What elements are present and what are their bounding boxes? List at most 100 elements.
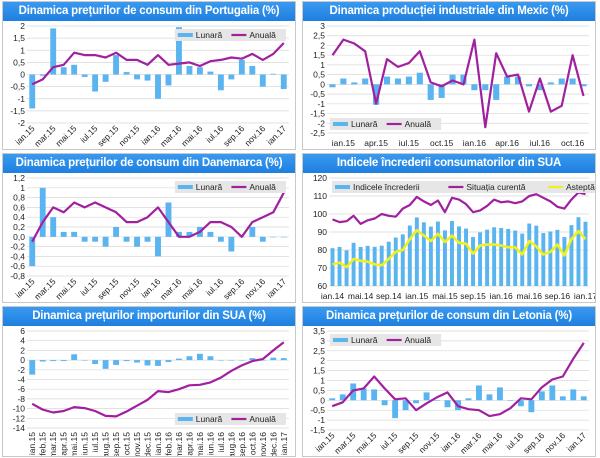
bar [372,246,377,286]
bar [238,360,245,361]
y-tick-label: -2,5 [310,128,325,138]
bar [134,236,140,247]
bar [457,226,461,286]
bar [362,78,369,85]
legend-background [332,181,595,193]
y-tick-label: 1,5 [313,366,325,376]
x-tick-label: iun.16 [205,432,215,455]
bar [249,66,256,75]
bar [549,385,556,401]
y-tick-label: -0,6 [10,261,25,271]
y-tick-label: 90 [318,227,328,237]
bar [482,84,489,91]
x-tick-label: ian.14 [321,291,344,301]
x-tick-label: iul.15 [90,432,100,453]
bar [259,74,266,87]
line-series [31,192,285,243]
legend-label: Lunară [351,119,378,129]
x-tick-label: mar.15 [32,276,58,302]
bar [534,225,539,286]
y-tick-label: 1 [320,60,325,70]
y-tick-label: 120 [313,173,327,183]
legend-swatch [335,185,350,189]
y-tick-label: 1 [320,376,325,386]
y-tick-label: 1,5 [13,33,25,43]
x-tick-label: apr.16 [184,432,194,456]
x-tick-label: dec.16 [268,432,278,456]
bar [207,356,214,361]
bar [39,360,46,362]
legend-swatch [333,122,348,126]
y-tick-label: -1 [317,99,325,109]
legend-label: Indicele încrederii [353,182,420,192]
bar [102,360,109,369]
x-tick-label: sep.15 [111,432,121,456]
bar [123,360,130,362]
bar [165,202,172,237]
legend: Indicele încrederii Situația curentă Astep… [332,181,595,193]
legend-label: Asteptări [566,182,595,192]
y-tick-label: -0,5 [310,89,325,99]
line-series [31,42,285,86]
y-tick-label: 2 [20,345,25,355]
x-tick-label: sep.15 [95,123,120,148]
x-tick-label: mai.16 [179,123,204,148]
bar [558,78,565,85]
bar [50,28,57,75]
bar [393,237,398,286]
bar [81,74,88,77]
y-tick-label: -2 [17,118,25,128]
x-tick-label: sep.15 [395,430,420,455]
x-tick-label: oct.16 [247,432,257,455]
chart-panel-portugal: Dinamica prețurilor de consum din Portug… [2,1,296,150]
x-tick-label: mar.15 [32,123,58,149]
x-tick-label: apr.15 [364,138,388,148]
y-tick-label: -0,4 [10,251,25,261]
bar [81,360,88,361]
bar [155,74,161,99]
bar [460,74,467,85]
legend: Lunară Anuală [174,181,286,193]
x-tick-label: ian.15 [405,291,428,301]
legend-label: Lunară [196,182,223,192]
bar [330,248,335,286]
x-tick-label: mai.15 [432,291,458,301]
chart-title: Indicele încrederii consumatorilor din S… [303,154,595,173]
bar [580,396,587,401]
y-tick-label: -0,5 [310,405,325,415]
x-tick-label: ian.17 [279,432,289,455]
bar [81,236,88,242]
bar [496,387,503,401]
legend-background [174,29,286,41]
y-tick-label: 1,5 [313,50,325,60]
bar [60,231,67,237]
y-tick-label: -0,2 [10,242,25,252]
bar [102,74,109,82]
legend-label: Situația curentă [466,182,525,192]
x-tick-label: nov.16 [243,276,268,301]
x-tick-label: aug.15 [101,432,111,456]
y-tick-label: 1 [20,183,25,193]
bar [134,360,140,363]
bar [176,27,182,75]
x-tick-label: iun.15 [80,432,90,455]
legend-label: Lunară [196,414,223,424]
bar [186,231,193,237]
bar [428,226,433,286]
bar [351,242,356,286]
y-tick-label: 0 [320,79,325,89]
y-tick-label: 2 [320,40,325,50]
bar [144,236,151,242]
x-tick-label: mar.15 [332,430,358,456]
y-tick-label: 2 [320,356,325,366]
x-tick-label: ian.17 [574,291,595,301]
x-tick-label: sep.15 [95,276,120,301]
legend-label: Lunară [351,335,378,345]
y-tick-label: -6 [17,384,25,394]
bar [486,394,493,401]
bar [381,400,388,406]
bar [493,84,500,100]
legend-background [174,181,286,193]
bar [29,74,36,109]
bar [358,246,363,286]
